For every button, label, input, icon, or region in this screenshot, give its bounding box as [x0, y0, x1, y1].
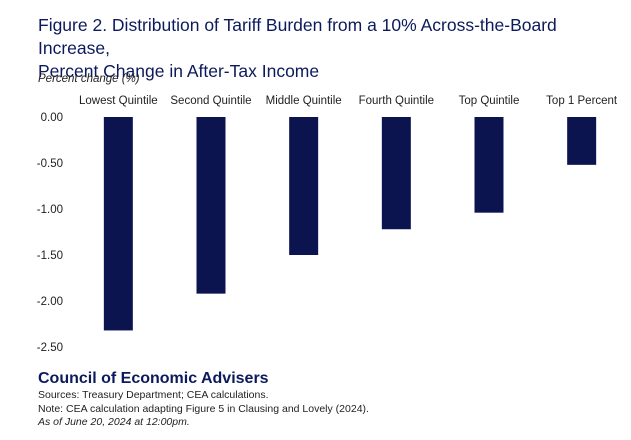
category-label: Fourth Quintile [359, 95, 434, 107]
chart-title-line-1: Figure 2. Distribution of Tariff Burden … [38, 15, 557, 58]
y-axis-ticks: 0.00 -0.50 -1.00 -1.50 -2.00 -2.50 [37, 112, 63, 354]
as-of-note: As of June 20, 2024 at 12:00pm. [38, 416, 190, 428]
organization-name: Council of Economic Advisers [38, 370, 269, 387]
category-label: Lowest Quintile [79, 95, 158, 107]
category-label: Second Quintile [170, 95, 251, 107]
y-tick-label: -2.50 [37, 342, 63, 354]
category-labels: Lowest Quintile Second Quintile Middle Qui… [79, 95, 618, 107]
y-tick-label: -0.50 [37, 158, 63, 170]
y-tick-label: -1.50 [37, 250, 63, 262]
category-label: Top 1 Percent [546, 95, 618, 107]
y-tick-label: 0.00 [41, 112, 63, 124]
bars [103, 117, 597, 331]
chart-title: Figure 2. Distribution of Tariff Burden … [38, 14, 628, 83]
bar [567, 117, 597, 165]
bar [289, 117, 319, 255]
bar [103, 117, 133, 331]
sources-note: Sources: Treasury Department; CEA calcul… [38, 389, 269, 401]
bar [381, 117, 411, 230]
category-label: Top Quintile [459, 95, 520, 107]
bar [474, 117, 504, 213]
bar [196, 117, 226, 294]
bar-chart: Percent change (%) 0.00 -0.50 -1.00 -1.50 -2… [37, 73, 618, 354]
chart-title-line-2: Percent Change in After-Tax Income [38, 61, 320, 81]
y-axis-label: Percent change (%) [38, 73, 140, 85]
methodology-note: Note: CEA calculation adapting Figure 5 … [38, 402, 369, 415]
y-tick-label: -1.00 [37, 204, 63, 216]
chart-footer: Council of Economic Advisers Sources: Tr… [38, 369, 618, 430]
category-label: Middle Quintile [266, 95, 342, 107]
y-tick-label: -2.00 [37, 296, 63, 308]
